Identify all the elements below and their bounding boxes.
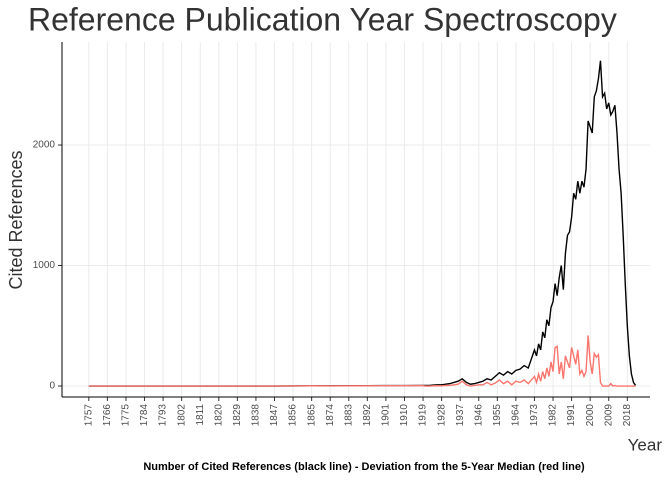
x-tick-label: 2009: [603, 404, 614, 427]
x-tick-label: 1757: [83, 404, 94, 427]
y-axis-label: Cited References: [6, 150, 26, 289]
x-tick-label: 1775: [121, 404, 132, 427]
x-tick-label: 1910: [399, 404, 410, 427]
y-tick-label: 2000: [33, 140, 56, 151]
x-tick-label: 1793: [158, 404, 169, 427]
x-tick-label: 1901: [381, 404, 392, 427]
x-tick-label: 1991: [566, 404, 577, 427]
y-tick-label: 0: [49, 381, 55, 392]
y-tick-label: 1000: [33, 260, 56, 271]
x-tick-label: 1973: [529, 404, 540, 427]
x-tick-label: 1802: [176, 404, 187, 427]
x-tick-label: 1838: [251, 404, 262, 427]
x-tick-label: 1892: [362, 404, 373, 427]
x-tick-label: 1811: [195, 404, 206, 426]
x-tick-label: 1964: [511, 404, 522, 427]
x-tick-label: 1829: [232, 404, 243, 427]
x-tick-label: 1937: [455, 404, 466, 427]
x-tick-label: 1946: [473, 404, 484, 427]
x-tick-label: 1919: [418, 404, 429, 427]
x-tick-label: 1874: [325, 404, 336, 427]
data-line: [88, 60, 637, 387]
x-tick-label: 1865: [306, 404, 317, 427]
x-tick-label: 1928: [436, 404, 447, 427]
x-tick-label: 1982: [548, 404, 559, 427]
chart-title: Reference Publication Year Spectroscopy: [28, 1, 617, 37]
x-tick-label: 1784: [139, 404, 150, 427]
x-tick-label: 1766: [102, 404, 113, 427]
x-tick-label: 1856: [288, 404, 299, 427]
x-tick-label: 1955: [492, 404, 503, 427]
x-tick-label: 1883: [343, 404, 354, 427]
caption: Number of Cited References (black line) …: [143, 461, 585, 473]
x-tick-label: 2018: [622, 404, 633, 427]
x-tick-label: 2000: [585, 404, 596, 427]
data-line: [88, 335, 636, 387]
x-tick-label: 1847: [269, 404, 280, 427]
x-tick-label: 1820: [213, 404, 224, 427]
x-axis-label: Year: [628, 435, 663, 454]
